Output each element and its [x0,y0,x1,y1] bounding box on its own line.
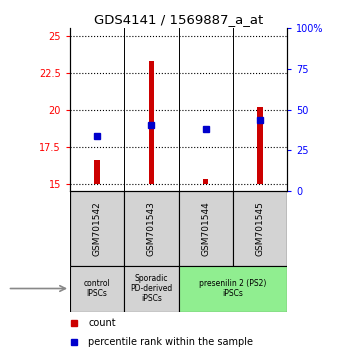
Title: GDS4141 / 1569887_a_at: GDS4141 / 1569887_a_at [94,13,263,26]
Bar [203,179,208,184]
Text: Sporadic
PD-derived
iPSCs: Sporadic PD-derived iPSCs [130,274,173,303]
Bar [257,107,262,184]
FancyBboxPatch shape [178,266,287,312]
Bar [149,61,154,184]
Text: GSM701543: GSM701543 [147,201,156,256]
FancyBboxPatch shape [233,191,287,266]
FancyBboxPatch shape [70,266,124,312]
Text: presenilin 2 (PS2)
iPSCs: presenilin 2 (PS2) iPSCs [199,279,266,298]
FancyBboxPatch shape [124,266,178,312]
Text: control
IPSCs: control IPSCs [84,279,111,298]
Text: percentile rank within the sample: percentile rank within the sample [88,337,253,347]
FancyBboxPatch shape [124,191,178,266]
FancyBboxPatch shape [178,191,233,266]
Bar [94,160,100,184]
Text: GSM701544: GSM701544 [201,201,210,256]
Text: GSM701545: GSM701545 [256,201,264,256]
Text: GSM701542: GSM701542 [93,201,101,256]
Text: count: count [88,318,116,329]
FancyBboxPatch shape [70,191,124,266]
